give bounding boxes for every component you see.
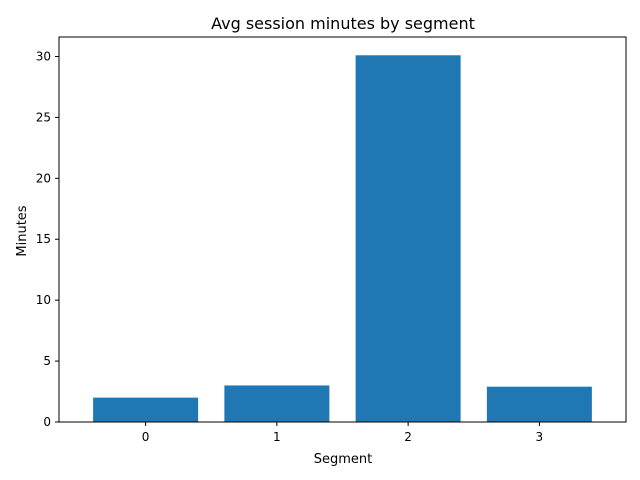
x-tick-label: 3 (536, 430, 544, 444)
x-tick-label: 2 (404, 430, 412, 444)
y-tick-label: 15 (36, 232, 51, 246)
chart-title: Avg session minutes by segment (211, 14, 475, 33)
y-tick-label: 5 (43, 354, 51, 368)
y-tick-label: 0 (43, 415, 51, 429)
y-tick-label: 30 (36, 49, 51, 63)
bars-group (93, 55, 592, 422)
bar-segment-2 (355, 55, 461, 422)
bar-segment-1 (224, 385, 330, 422)
y-tick-label: 20 (36, 171, 51, 185)
x-axis-label: Segment (314, 452, 373, 467)
y-axis-label: Minutes (15, 205, 30, 256)
x-tick-label: 0 (142, 430, 150, 444)
x-tick-label: 1 (273, 430, 281, 444)
plot-area-frame (58, 36, 627, 423)
y-tick-label: 10 (36, 293, 51, 307)
y-tick-label: 25 (36, 110, 51, 124)
bar-segment-0 (93, 397, 199, 422)
bar-segment-3 (486, 386, 592, 422)
axes-frame (58, 36, 627, 423)
